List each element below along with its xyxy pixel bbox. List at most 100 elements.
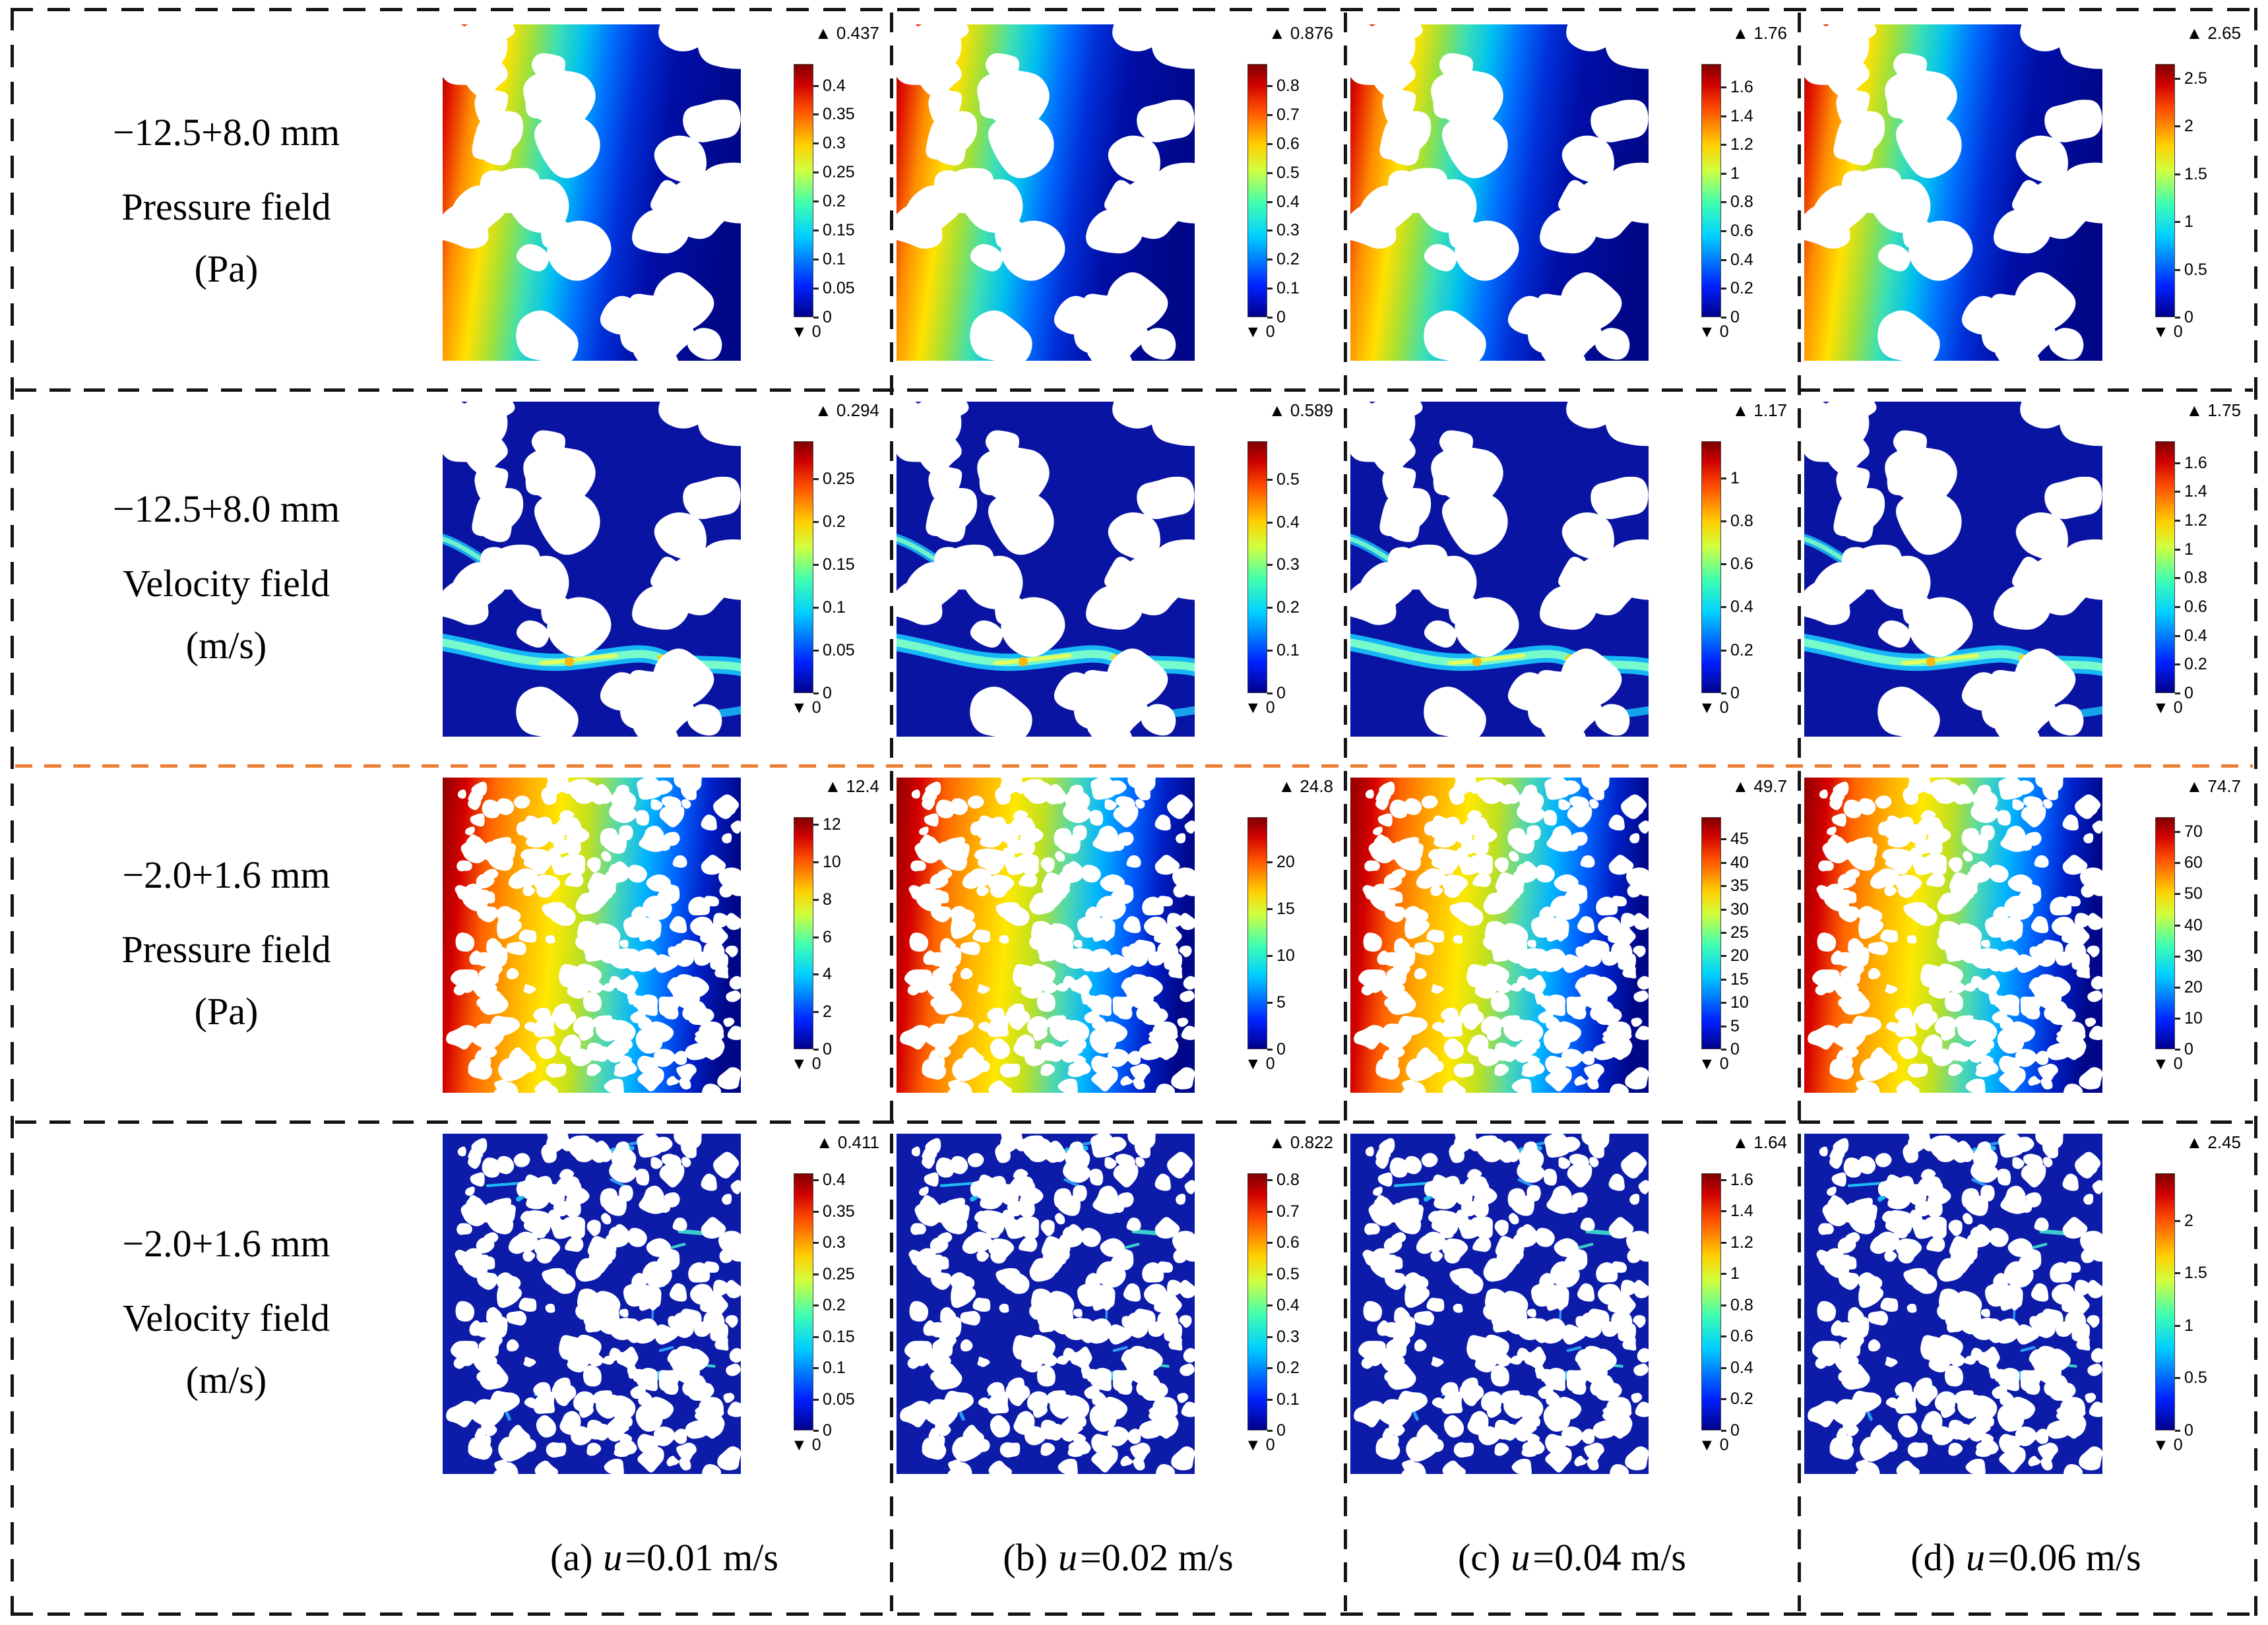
colorbar-tick-label: 0.35 bbox=[823, 1202, 855, 1221]
panel-r1c4: ▲ 2.65 2.5 2 1.5 1 0.5 0 ▼ 0 bbox=[1799, 13, 2253, 390]
panel-r3c1: ▲ 12.4 12 10 8 6 4 2 0 ▼ 0 bbox=[437, 766, 891, 1122]
colorbar-tick-mark bbox=[813, 824, 819, 826]
field-plot-coarse-pressure bbox=[1350, 24, 1649, 361]
colorbar-tick-mark bbox=[2175, 548, 2180, 551]
colorbar-tick-label: 2 bbox=[2184, 1211, 2193, 1230]
colorbar-tick-mark bbox=[2175, 221, 2180, 224]
colorbar-tick-label: 6 bbox=[823, 927, 832, 946]
caption-b: (b) u =0.02 m/s bbox=[891, 1503, 1345, 1611]
colorbar-tick-label: 0.8 bbox=[1730, 1295, 1753, 1314]
colorbar-tick-label: 1 bbox=[2184, 1316, 2193, 1335]
colorbar-tick-label: 30 bbox=[1730, 900, 1749, 919]
colorbar bbox=[794, 1173, 813, 1430]
colorbar-tick-label: 0.4 bbox=[1276, 1296, 1300, 1315]
colorbar-tick-mark bbox=[1721, 1025, 1726, 1027]
colorbar-tick-mark bbox=[813, 692, 819, 694]
colorbar-tick-label: 0.8 bbox=[1730, 511, 1753, 530]
colorbar-tick-mark bbox=[1721, 908, 1726, 911]
colorbar-tick-mark bbox=[1721, 477, 1726, 479]
colorbar-tick-label: 1.6 bbox=[2184, 453, 2207, 472]
colorbar-tick-label: 0 bbox=[823, 1040, 832, 1058]
colorbar-tick-label: 2 bbox=[2184, 117, 2193, 136]
colorbar-tick-mark bbox=[1267, 1242, 1273, 1244]
colorbar-tick-mark bbox=[1267, 861, 1273, 864]
colorbar-tick-mark bbox=[813, 1011, 819, 1014]
row-label-coarse-pressure: −12.5+8.0 mm Pressure field (Pa) bbox=[15, 13, 437, 390]
colorbar-tick-mark bbox=[1721, 931, 1726, 934]
colorbar-tick-label: 2 bbox=[823, 1002, 832, 1022]
colorbar-tick-mark bbox=[1721, 288, 1726, 290]
colorbar-tick-mark bbox=[1721, 520, 1726, 522]
colorbar-max-label: ▲ 1.17 bbox=[1732, 400, 1787, 420]
colorbar-min-label: ▼ 0 bbox=[1245, 1436, 1275, 1454]
colorbar-tick-label: 0.8 bbox=[1730, 193, 1753, 212]
colorbar-tick-mark bbox=[1267, 85, 1273, 88]
caption-suffix: =0.01 m/s bbox=[625, 1535, 778, 1579]
colorbar-tick-mark bbox=[1267, 230, 1273, 232]
colorbar bbox=[794, 64, 813, 317]
caption-prefix: (c) bbox=[1458, 1535, 1501, 1579]
colorbar-tick-label: 0.05 bbox=[823, 279, 855, 298]
panel-r1c2: ▲ 0.876 0.8 0.7 0.6 0.5 0.4 0.3 0.2 0.1 0 ▼ 0 bbox=[891, 13, 1345, 390]
row-label-unit: (Pa) bbox=[194, 247, 259, 291]
colorbar-tick-label: 5 bbox=[1730, 1016, 1740, 1035]
colorbar-tick-label: 0 bbox=[1730, 1421, 1740, 1440]
colorbar-tick-label: 35 bbox=[1730, 876, 1749, 896]
caption-symbol: u bbox=[1966, 1535, 1986, 1579]
colorbar-tick-label: 0.15 bbox=[823, 555, 855, 574]
colorbar-tick-label: 0.6 bbox=[1730, 555, 1753, 574]
figure-border-top bbox=[11, 8, 2257, 11]
colorbar-tick-mark bbox=[1721, 563, 1726, 566]
colorbar-tick-mark bbox=[813, 1179, 819, 1182]
colorbar-tick-mark bbox=[1267, 200, 1273, 203]
colorbar-tick-label: 0 bbox=[823, 684, 832, 702]
colorbar-tick-mark bbox=[1267, 288, 1273, 290]
colorbar bbox=[1247, 1173, 1267, 1430]
colorbar-tick-label: 50 bbox=[2184, 884, 2203, 904]
colorbar-tick-label: 0.1 bbox=[823, 250, 846, 269]
colorbar-tick-label: 15 bbox=[1730, 969, 1749, 989]
colorbar-tick-label: 20 bbox=[1730, 946, 1749, 966]
row-label-field: Velocity field bbox=[122, 1296, 331, 1339]
colorbar-tick-mark bbox=[2175, 1017, 2180, 1020]
colorbar-tick-mark bbox=[1721, 1273, 1726, 1275]
colorbar-max-label: ▲ 0.294 bbox=[814, 400, 879, 420]
row-label-field: Velocity field bbox=[122, 561, 331, 605]
colorbar-tick-mark bbox=[1267, 1179, 1273, 1182]
colorbar-tick-label: 40 bbox=[2184, 915, 2203, 935]
colorbar-tick-mark bbox=[2175, 268, 2180, 271]
colorbar-tick-mark bbox=[813, 973, 819, 976]
colorbar-tick-label: 1.6 bbox=[1730, 77, 1753, 96]
colorbar-tick-label: 0.25 bbox=[823, 163, 855, 182]
colorbar-tick-label: 12 bbox=[823, 815, 841, 834]
colorbar-tick-mark bbox=[813, 171, 819, 174]
colorbar-tick-label: 0.2 bbox=[2184, 655, 2207, 674]
colorbar-tick-label: 0.25 bbox=[823, 1264, 855, 1283]
colorbar-tick-label: 0.6 bbox=[1730, 222, 1753, 241]
colorbar-tick-label: 0.7 bbox=[1276, 1202, 1300, 1221]
colorbar-tick-mark bbox=[2175, 1430, 2180, 1432]
colorbar-tick-label: 0 bbox=[823, 308, 832, 326]
colorbar-tick-label: 10 bbox=[2184, 1008, 2203, 1027]
colorbar-tick-label: 0.05 bbox=[823, 641, 855, 660]
colorbar-tick-mark bbox=[1267, 1430, 1273, 1432]
colorbar-tick-label: 1.4 bbox=[1730, 106, 1753, 125]
caption-suffix: =0.06 m/s bbox=[1988, 1535, 2141, 1579]
figure-border-right bbox=[2254, 8, 2257, 1616]
colorbar-tick-label: 0 bbox=[1276, 1040, 1286, 1058]
colorbar bbox=[2155, 64, 2175, 317]
row-label-unit: (Pa) bbox=[194, 990, 259, 1033]
colorbar-tick-label: 0.4 bbox=[2184, 626, 2207, 645]
colorbar-tick-mark bbox=[2175, 924, 2180, 927]
colorbar-tick-label: 0.1 bbox=[823, 1359, 846, 1378]
colorbar-tick-label: 0.6 bbox=[1276, 1233, 1300, 1252]
colorbar-tick-mark bbox=[1721, 1049, 1726, 1051]
figure-border-bottom bbox=[11, 1612, 2257, 1616]
colorbar-tick-label: 0.4 bbox=[1730, 1358, 1753, 1377]
colorbar-tick-mark bbox=[813, 230, 819, 232]
colorbar-tick-mark bbox=[2175, 520, 2180, 522]
colorbar-tick-label: 0.3 bbox=[823, 134, 846, 153]
colorbar-tick-label: 0.7 bbox=[1276, 106, 1300, 125]
colorbar-tick-mark bbox=[813, 898, 819, 901]
colorbar-tick-mark bbox=[1267, 955, 1273, 958]
